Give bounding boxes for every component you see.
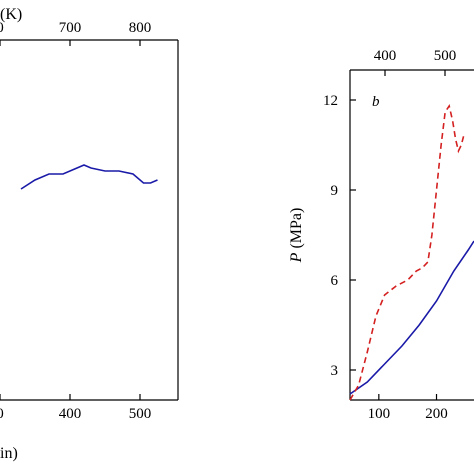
panel-label-b: b xyxy=(372,94,380,110)
right-y-tick-label: 9 xyxy=(331,183,339,199)
left-top-axis-label-fragment: (K) xyxy=(0,6,22,23)
right-ticks: 3 6 9 12 100 200 400 500 xyxy=(323,48,456,422)
y-axis-label-symbol: P xyxy=(288,252,305,263)
left-panel: 0 700 800 0 400 500 (K) in) xyxy=(0,6,179,462)
right-bottom-tick-label: 200 xyxy=(425,406,448,422)
left-ticks: 0 700 800 0 400 500 xyxy=(0,20,151,422)
right-top-tick-label: 400 xyxy=(374,48,397,64)
left-top-tick-label: 700 xyxy=(59,20,82,36)
left-top-tick-label: 800 xyxy=(129,20,152,36)
y-axis-label-unit: (MPa) xyxy=(288,208,305,253)
left-bottom-axis-label-fragment: in) xyxy=(0,445,18,462)
right-y-tick-label: 3 xyxy=(331,363,339,379)
right-series-red-dashed-line xyxy=(349,104,465,401)
right-bottom-tick-label: 100 xyxy=(368,406,391,422)
right-y-tick-label: 6 xyxy=(331,273,339,289)
left-bottom-tick-label: 0 xyxy=(0,406,4,422)
left-bottom-tick-label: 400 xyxy=(59,406,82,422)
left-top-tick-label: 0 xyxy=(0,20,4,36)
left-bottom-tick-label: 500 xyxy=(129,406,152,422)
left-series-line xyxy=(20,164,158,190)
right-y-tick-label: 12 xyxy=(323,93,338,109)
right-top-tick-label: 500 xyxy=(434,48,457,64)
right-series-blue-line xyxy=(349,240,474,395)
right-panel-b: 3 6 9 12 100 200 400 500 b P (MPa) xyxy=(288,48,474,422)
y-axis-label: P (MPa) xyxy=(288,208,305,264)
